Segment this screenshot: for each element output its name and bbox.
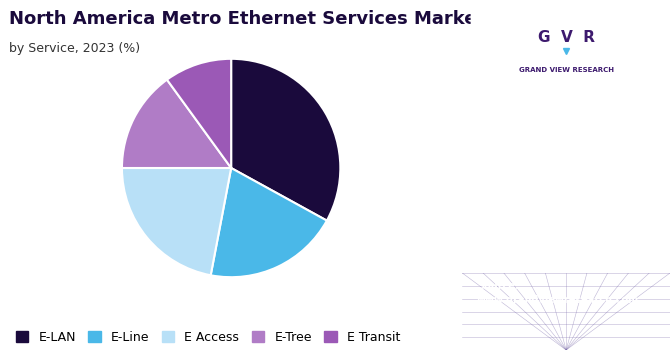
Wedge shape xyxy=(122,80,231,168)
Text: North America Market Size,
2023: North America Market Size, 2023 xyxy=(490,191,643,215)
Text: Source:
www.grandviewresearch.com: Source: www.grandviewresearch.com xyxy=(477,281,639,305)
Wedge shape xyxy=(231,59,340,220)
Text: $25.3B: $25.3B xyxy=(507,131,626,160)
Text: G  V  R: G V R xyxy=(537,30,595,45)
Wedge shape xyxy=(210,168,327,277)
Text: GRAND VIEW RESEARCH: GRAND VIEW RESEARCH xyxy=(519,67,614,73)
Wedge shape xyxy=(167,59,231,168)
Wedge shape xyxy=(122,168,231,275)
Legend: E-LAN, E-Line, E Access, E-Tree, E Transit: E-LAN, E-Line, E Access, E-Tree, E Trans… xyxy=(16,331,400,344)
FancyBboxPatch shape xyxy=(470,4,662,84)
Text: North America Metro Ethernet Services Market Share: North America Metro Ethernet Services Ma… xyxy=(9,10,551,28)
Text: by Service, 2023 (%): by Service, 2023 (%) xyxy=(9,42,141,55)
